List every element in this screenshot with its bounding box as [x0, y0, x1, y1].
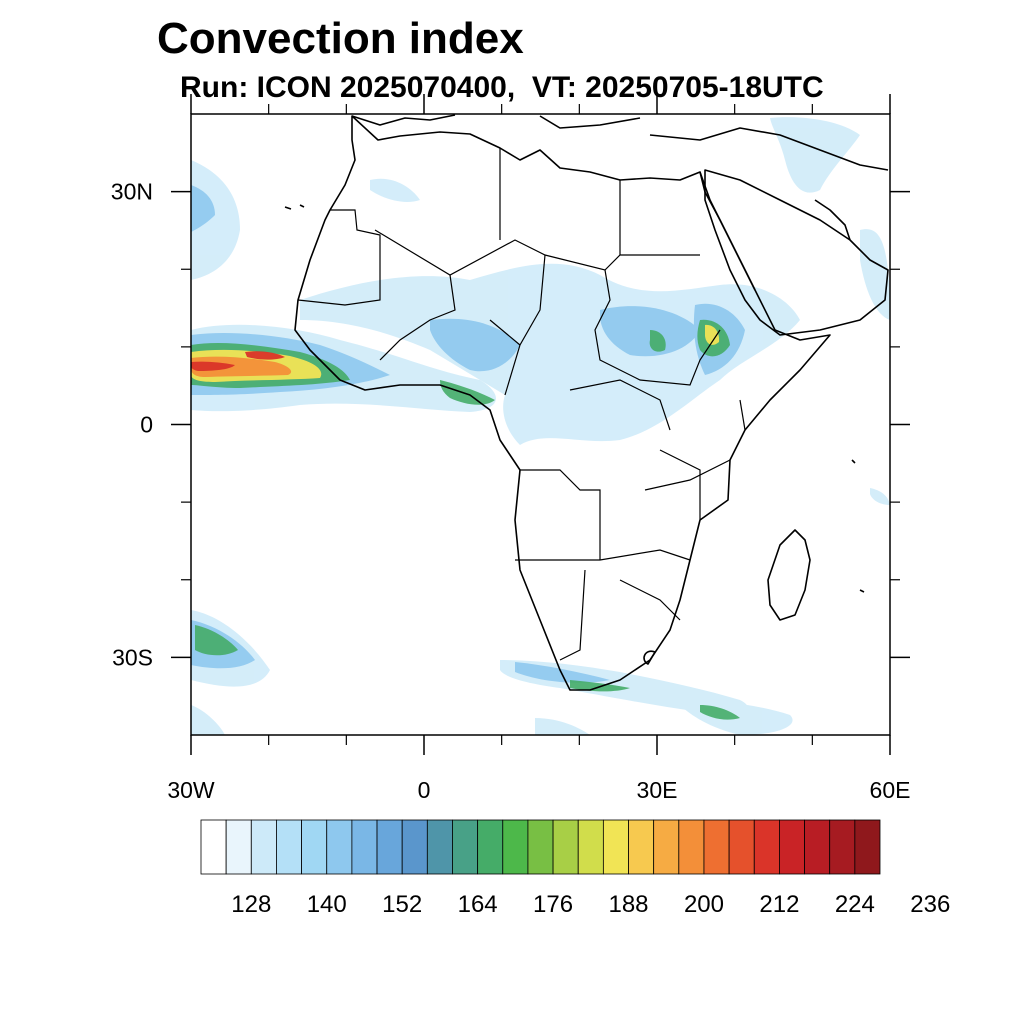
colorbar-swatch: [200, 819, 227, 875]
lon-tick-label: 60E: [870, 777, 911, 803]
colorbar-swatch: [728, 819, 755, 875]
colorbar-label: 152: [382, 891, 422, 918]
lat-tick-label: 30N: [111, 179, 153, 205]
colorbar-label: 140: [307, 891, 347, 918]
colorbar-swatch: [502, 819, 529, 875]
colorbar-swatch: [225, 819, 252, 875]
colorbar-swatch: [376, 819, 403, 875]
colorbar-label: 176: [533, 891, 573, 918]
colorbar-swatch: [678, 819, 705, 875]
country-borders: [297, 148, 746, 661]
map-subtitle: Run: ICON 2025070400, VT: 20250705-18UTC: [180, 71, 824, 104]
colorbar-swatch: [301, 819, 328, 875]
colorbar-label: 224: [835, 891, 875, 918]
colorbar-swatch: [602, 819, 629, 875]
colorbar-swatch: [426, 819, 453, 875]
colorbar-swatch: [527, 819, 554, 875]
colorbar-swatch: [703, 819, 730, 875]
colorbar-label: 236: [910, 891, 950, 918]
lat-tick-label: 30S: [112, 644, 153, 670]
colorbar-label: 200: [684, 891, 724, 918]
colorbar-swatch: [577, 819, 604, 875]
colorbar-swatch: [326, 819, 353, 875]
convection-field: [191, 117, 890, 735]
lon-tick-label: 30E: [637, 777, 678, 803]
axis-ticks: [171, 94, 910, 755]
colorbar-label: 164: [458, 891, 498, 918]
axis-tick-labels: 30N 0 30S 30W 0 30E 60E: [111, 179, 911, 803]
colorbar-swatch: [829, 819, 856, 875]
colorbar-swatch: [401, 819, 428, 875]
colorbar-swatch: [653, 819, 680, 875]
colorbar-swatch: [552, 819, 579, 875]
lat-tick-label: 0: [140, 412, 153, 438]
colorbar-labels: 128 140 152 164 176 188 200 212 224 236: [231, 891, 950, 918]
map-title: Convection index: [157, 14, 524, 63]
colorbar-swatch: [804, 819, 831, 875]
lon-tick-label: 30W: [167, 777, 215, 803]
colorbar-swatch: [477, 819, 504, 875]
colorbar-swatch: [351, 819, 378, 875]
colorbar-swatch: [753, 819, 780, 875]
colorbar-swatch: [628, 819, 655, 875]
colorbar-label: 128: [231, 891, 271, 918]
coastlines: [284, 114, 889, 691]
colorbar-swatch: [452, 819, 479, 875]
colorbar-label: 188: [608, 891, 648, 918]
colorbar-swatch: [250, 819, 277, 875]
colorbar-swatch: [276, 819, 302, 875]
colorbar: [200, 819, 881, 875]
lon-tick-label: 0: [418, 777, 431, 803]
colorbar-swatch: [854, 819, 881, 875]
colorbar-label: 212: [759, 891, 799, 918]
colorbar-swatch: [779, 819, 805, 875]
